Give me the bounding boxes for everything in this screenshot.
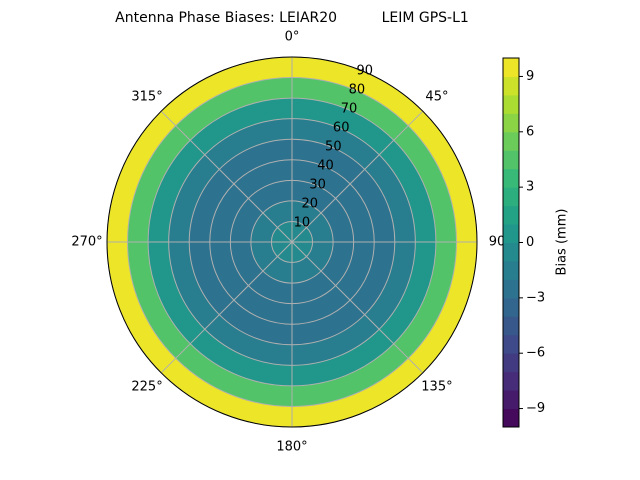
colorbar-tick-label: 3 <box>526 180 534 195</box>
chart-title: Antenna Phase Biases: LEIAR20 LEIM GPS-L… <box>115 10 469 26</box>
r-tick-label: 70 <box>341 102 358 117</box>
grid-circle <box>209 159 375 325</box>
grid-circle <box>270 220 314 264</box>
colorbar-band <box>503 260 519 280</box>
colorbar-band <box>503 297 519 317</box>
r-tick-label: 60 <box>333 121 350 136</box>
colorbar-band <box>503 131 519 151</box>
colorbar-tick-label: 6 <box>526 124 534 139</box>
colorbar-band <box>503 168 519 188</box>
grid-spoke <box>160 241 293 374</box>
colorbar-band <box>503 408 519 428</box>
colorbar-band <box>503 113 519 133</box>
colorbar-label: Bias (mm) <box>555 209 570 276</box>
colorbar-band <box>503 76 519 96</box>
r-tick-label: 10 <box>294 216 311 231</box>
colorbar-tick-label: −3 <box>526 290 545 305</box>
polar-frame <box>106 56 478 428</box>
colorbar-band <box>503 224 519 243</box>
theta-tick-label: 135° <box>421 379 452 394</box>
colorbar-band <box>503 316 519 336</box>
theta-tick-label: 45° <box>425 90 448 105</box>
colorbar-band <box>503 242 519 262</box>
r-tick-label: 80 <box>349 83 366 98</box>
colorbar-band <box>503 371 519 391</box>
r-tick-label: 50 <box>325 140 342 155</box>
colorbar-band <box>503 58 519 77</box>
grid-spoke <box>160 110 293 243</box>
grid-circle <box>188 138 396 346</box>
colorbar-band <box>503 353 519 373</box>
colorbar-band <box>503 94 519 114</box>
theta-tick-label: 225° <box>131 379 162 394</box>
colorbar-tick-label: 0 <box>526 235 534 250</box>
colorbar-tick-label: −9 <box>526 401 545 416</box>
grid-circle <box>229 179 355 305</box>
colorbar-band <box>503 390 519 410</box>
colorbar-tick-label: −6 <box>526 346 545 361</box>
colorbar-band <box>503 205 519 225</box>
r-tick-label: 90 <box>357 64 374 79</box>
r-tick-label: 30 <box>309 178 326 193</box>
grid-circle <box>250 200 334 284</box>
grid-circle <box>147 97 437 387</box>
theta-tick-label: 90 <box>489 235 506 250</box>
r-tick-label: 40 <box>317 159 334 174</box>
colorbar-band <box>503 279 519 299</box>
grid-circle <box>168 118 416 366</box>
colorbar-band <box>503 334 519 354</box>
r-tick-label: 20 <box>301 197 318 212</box>
colorbar-band <box>503 187 519 207</box>
grid-spoke <box>291 110 424 243</box>
colorbar-tick-label: 9 <box>526 69 534 84</box>
colorbar-band <box>503 150 519 170</box>
grid-circle <box>127 77 457 407</box>
theta-tick-label: 180° <box>276 440 307 455</box>
theta-tick-label: 0° <box>285 30 300 45</box>
theta-tick-label: 270° <box>71 235 102 250</box>
grid-spoke <box>291 241 424 374</box>
theta-tick-label: 315° <box>131 90 162 105</box>
